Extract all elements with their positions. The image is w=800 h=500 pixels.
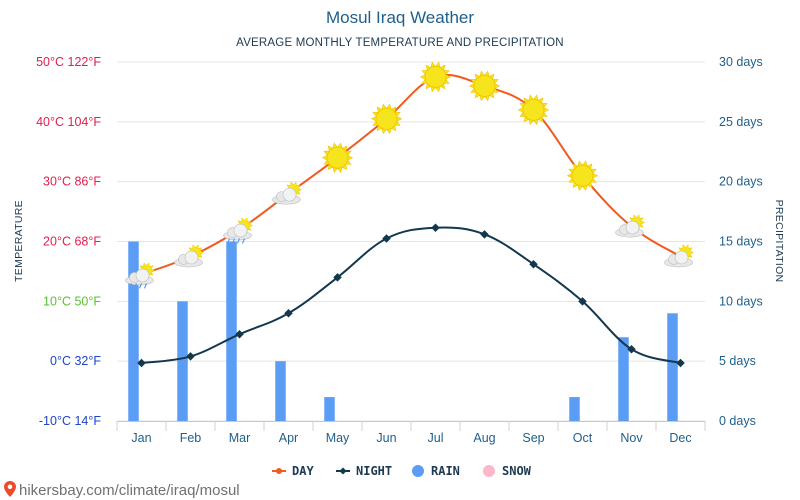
legend-label: RAIN (431, 464, 460, 478)
cloud-rain-icon (125, 262, 156, 289)
night-point (284, 309, 293, 318)
rain-bar (128, 241, 139, 421)
rain-bar (618, 337, 629, 421)
legend-item-snow: SNOW (483, 464, 532, 478)
legend-item-rain: RAIN (412, 464, 460, 478)
y-axis-right: 30 days 25 days 20 days 15 days 10 days 5 day… (719, 55, 763, 428)
y-tick-label-left: 50°C 122°F (36, 55, 101, 69)
map-pin-icon (4, 481, 16, 497)
night-point (529, 259, 538, 269)
legend-marker (339, 467, 347, 475)
y-tick-label-left: 10°C 50°F (43, 294, 101, 308)
footer-link[interactable]: hikersbay.com/climate/iraq/mosul (19, 482, 240, 499)
x-tick-label: Jun (376, 431, 396, 445)
y-tick-label-right: 0 days (719, 414, 756, 428)
day-series (125, 61, 695, 289)
y-tick-label-right: 25 days (719, 115, 763, 129)
x-tick-label: Dec (669, 431, 691, 445)
x-tick-label: Sep (522, 431, 544, 445)
night-point (382, 234, 391, 243)
legend-label: SNOW (502, 464, 532, 478)
legend-label: NIGHT (356, 464, 392, 478)
sun-icon (517, 94, 550, 126)
night-series (137, 223, 685, 368)
night-point (480, 230, 489, 239)
y-tick-label-right: 15 days (719, 235, 763, 249)
rain-bar (177, 301, 188, 421)
chart-subtitle: AVERAGE MONTHLY TEMPERATURE AND PRECIPIT… (236, 37, 564, 49)
y-tick-label-left: 40°C 104°F (36, 115, 101, 129)
y-tick-label-left: 0°C 32°F (50, 354, 101, 368)
legend-marker (276, 468, 282, 474)
night-point (627, 344, 636, 354)
y-tick-label-right: 5 days (719, 354, 756, 368)
legend-label: DAY (292, 464, 314, 478)
sun-icon (370, 103, 403, 135)
sun-icon (419, 61, 452, 93)
partly-cloudy-icon (664, 244, 695, 268)
x-tick-label: Apr (279, 431, 298, 445)
cloud-rain-icon (223, 217, 254, 244)
x-tick-label: Jan (131, 431, 151, 445)
x-tick-label: Nov (620, 431, 643, 445)
x-tick-label: May (326, 431, 350, 445)
sun-icon (566, 160, 599, 191)
y-axis-left-title: TEMPERATURE (13, 200, 25, 282)
y-tick-label-left: 30°C 86°F (43, 175, 101, 189)
night-point (578, 297, 587, 306)
night-point (431, 223, 440, 232)
rain-bar (324, 397, 335, 421)
x-tick-label: Oct (573, 431, 593, 445)
rain-bar (275, 361, 286, 421)
y-axis-right-title: PRECIPITATION (773, 200, 785, 283)
night-point (137, 358, 146, 368)
legend-item-day: DAY (272, 464, 314, 478)
x-tick-label: Mar (229, 431, 251, 445)
x-tick-label: Aug (473, 431, 495, 445)
legend-swatch (412, 465, 424, 477)
x-tick-label: Feb (180, 431, 202, 445)
y-tick-label-left: -10°C 14°F (39, 414, 101, 428)
chart-title: Mosul Iraq Weather (326, 8, 474, 27)
night-point (235, 329, 244, 339)
sun-icon (321, 142, 354, 174)
rain-bar (226, 241, 237, 421)
night-point (676, 358, 685, 368)
partly-cloudy-icon (272, 181, 303, 205)
day-line (141, 74, 682, 276)
rain-bar (569, 397, 580, 421)
partly-cloudy-icon (174, 244, 205, 268)
sun-icon (468, 70, 501, 102)
grid-lines (117, 61, 705, 422)
y-tick-label-right: 10 days (719, 294, 763, 308)
y-tick-label-left: 20°C 68°F (43, 235, 101, 249)
y-tick-label-right: 30 days (719, 55, 763, 69)
x-tick-label: Jul (428, 431, 444, 445)
footer[interactable]: hikersbay.com/climate/iraq/mosul (4, 481, 240, 499)
rain-bar (667, 313, 678, 421)
night-line (141, 226, 681, 364)
y-axis-left: 50°C 122°F 40°C 104°F 30°C 86°F 20°C 68°F 10… (36, 55, 101, 428)
night-point (186, 352, 195, 361)
partly-cloudy-icon (615, 214, 646, 238)
legend-item-night: NIGHT (336, 464, 392, 478)
y-tick-label-right: 20 days (719, 175, 763, 189)
legend-swatch (483, 465, 495, 477)
rain-bars (128, 241, 678, 421)
legend: DAY NIGHT RAIN SNOW (272, 464, 532, 478)
x-axis: Jan Feb Mar Apr May Jun Jul Aug Sep Oct Nov Dec (116, 421, 706, 445)
night-point (333, 273, 342, 282)
